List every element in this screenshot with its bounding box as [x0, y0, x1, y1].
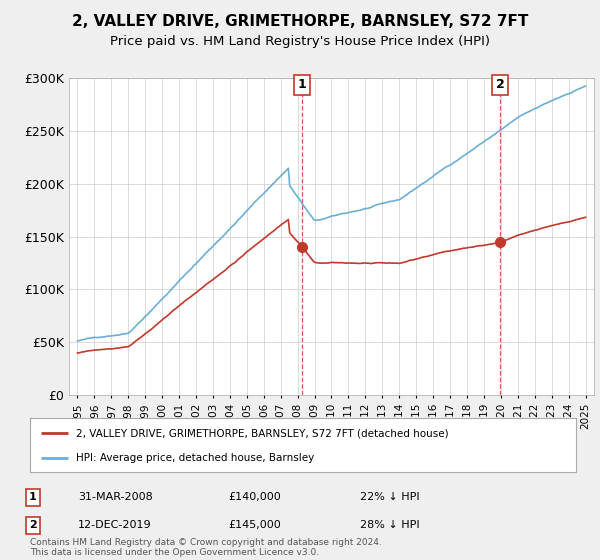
- Text: 2, VALLEY DRIVE, GRIMETHORPE, BARNSLEY, S72 7FT (detached house): 2, VALLEY DRIVE, GRIMETHORPE, BARNSLEY, …: [76, 428, 449, 438]
- Text: 1: 1: [298, 78, 306, 91]
- Text: 2, VALLEY DRIVE, GRIMETHORPE, BARNSLEY, S72 7FT: 2, VALLEY DRIVE, GRIMETHORPE, BARNSLEY, …: [72, 14, 528, 29]
- Text: 2: 2: [496, 78, 505, 91]
- Text: Contains HM Land Registry data © Crown copyright and database right 2024.
This d: Contains HM Land Registry data © Crown c…: [30, 538, 382, 557]
- Text: 1: 1: [29, 492, 37, 502]
- Text: 22% ↓ HPI: 22% ↓ HPI: [360, 492, 419, 502]
- Text: 28% ↓ HPI: 28% ↓ HPI: [360, 520, 419, 530]
- Text: 12-DEC-2019: 12-DEC-2019: [78, 520, 152, 530]
- Text: HPI: Average price, detached house, Barnsley: HPI: Average price, detached house, Barn…: [76, 453, 314, 463]
- Text: 2: 2: [29, 520, 37, 530]
- Text: £140,000: £140,000: [228, 492, 281, 502]
- Text: £145,000: £145,000: [228, 520, 281, 530]
- Text: Price paid vs. HM Land Registry's House Price Index (HPI): Price paid vs. HM Land Registry's House …: [110, 35, 490, 48]
- Text: 31-MAR-2008: 31-MAR-2008: [78, 492, 153, 502]
